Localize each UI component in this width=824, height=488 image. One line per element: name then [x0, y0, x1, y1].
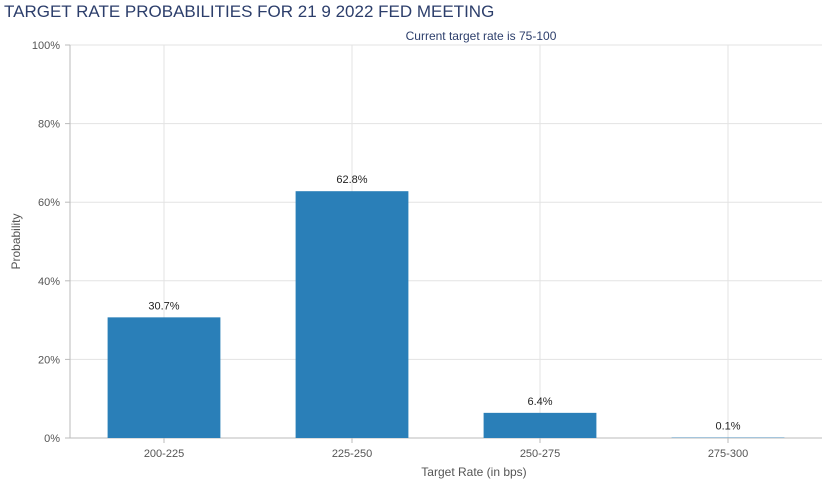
y-tick-label: 0%: [44, 433, 60, 445]
data-label: 30.7%: [148, 300, 179, 312]
y-tick-label: 100%: [32, 40, 60, 52]
x-axis-title: Target Rate (in bps): [421, 465, 526, 479]
y-tick-label: 80%: [38, 119, 60, 131]
y-tick-label: 60%: [38, 197, 60, 209]
chart-subtitle: Current target rate is 75-100: [406, 29, 557, 43]
data-label: 0.1%: [715, 421, 740, 433]
x-tick-label: 250-275: [520, 448, 560, 460]
page-title: TARGET RATE PROBABILITIES FOR 21 9 2022 …: [4, 2, 495, 21]
bar: [107, 317, 221, 438]
y-tick-label: 40%: [38, 276, 60, 288]
x-tick-label: 200-225: [144, 448, 184, 460]
bar: [483, 412, 597, 438]
data-label: 6.4%: [527, 396, 552, 408]
data-label: 62.8%: [336, 174, 367, 186]
y-axis-title: Probability: [9, 213, 23, 269]
x-tick-label: 275-300: [708, 448, 748, 460]
x-tick-label: 225-250: [332, 448, 372, 460]
bar: [295, 191, 409, 438]
y-tick-label: 20%: [38, 354, 60, 366]
